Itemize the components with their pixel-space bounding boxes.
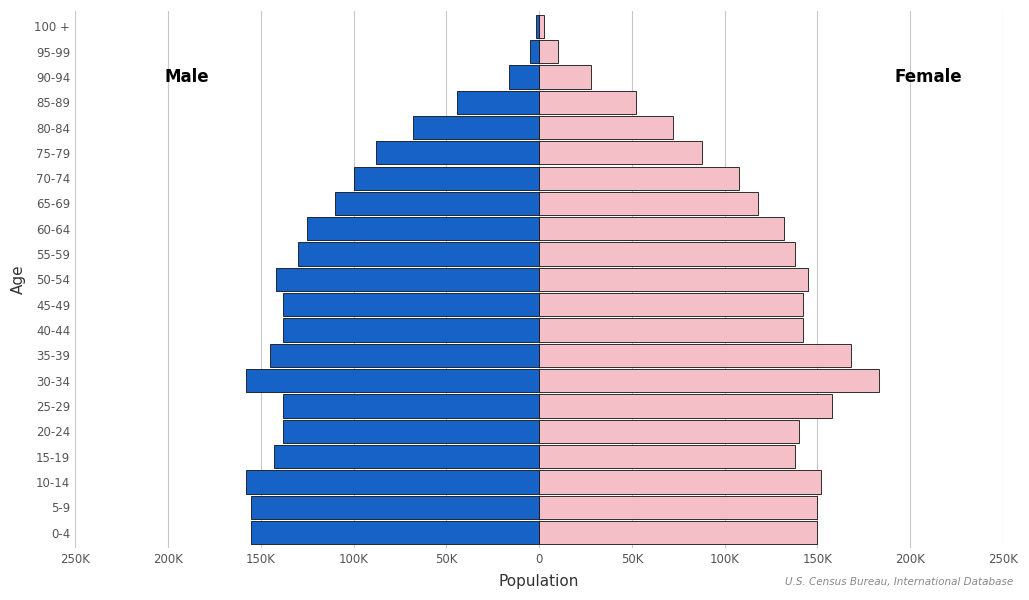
- Text: U.S. Census Bureau, International Database: U.S. Census Bureau, International Databa…: [785, 577, 1014, 587]
- Bar: [539, 319, 803, 341]
- Bar: [307, 217, 539, 241]
- Bar: [539, 192, 758, 215]
- Bar: [246, 470, 539, 494]
- Bar: [539, 91, 636, 114]
- Bar: [246, 369, 539, 392]
- Bar: [274, 445, 539, 468]
- Bar: [283, 419, 539, 443]
- Bar: [251, 496, 539, 519]
- Bar: [539, 40, 558, 63]
- Bar: [539, 293, 803, 316]
- Bar: [539, 268, 808, 291]
- Bar: [376, 141, 539, 164]
- Bar: [539, 167, 740, 190]
- Bar: [251, 521, 539, 544]
- Bar: [509, 65, 539, 89]
- Bar: [283, 319, 539, 341]
- Bar: [539, 445, 795, 468]
- Bar: [539, 65, 591, 89]
- Bar: [539, 242, 795, 266]
- Bar: [539, 521, 817, 544]
- Bar: [270, 344, 539, 367]
- Text: Female: Female: [895, 68, 962, 86]
- Bar: [539, 217, 784, 241]
- X-axis label: Population: Population: [499, 574, 579, 589]
- Bar: [283, 293, 539, 316]
- Bar: [536, 14, 539, 38]
- Bar: [354, 167, 539, 190]
- Bar: [539, 470, 821, 494]
- Bar: [539, 344, 851, 367]
- Bar: [530, 40, 539, 63]
- Bar: [539, 369, 879, 392]
- Bar: [539, 394, 832, 418]
- Y-axis label: Age: Age: [11, 265, 26, 294]
- Bar: [539, 141, 703, 164]
- Bar: [413, 116, 539, 139]
- Bar: [458, 91, 539, 114]
- Bar: [335, 192, 539, 215]
- Bar: [539, 496, 817, 519]
- Bar: [539, 14, 543, 38]
- Bar: [539, 419, 799, 443]
- Text: Male: Male: [165, 68, 209, 86]
- Bar: [539, 116, 673, 139]
- Bar: [297, 242, 539, 266]
- Bar: [283, 394, 539, 418]
- Bar: [276, 268, 539, 291]
